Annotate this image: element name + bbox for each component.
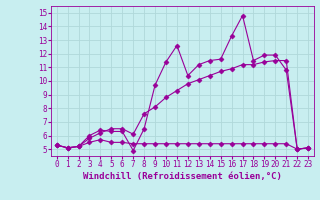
X-axis label: Windchill (Refroidissement éolien,°C): Windchill (Refroidissement éolien,°C): [83, 172, 282, 181]
